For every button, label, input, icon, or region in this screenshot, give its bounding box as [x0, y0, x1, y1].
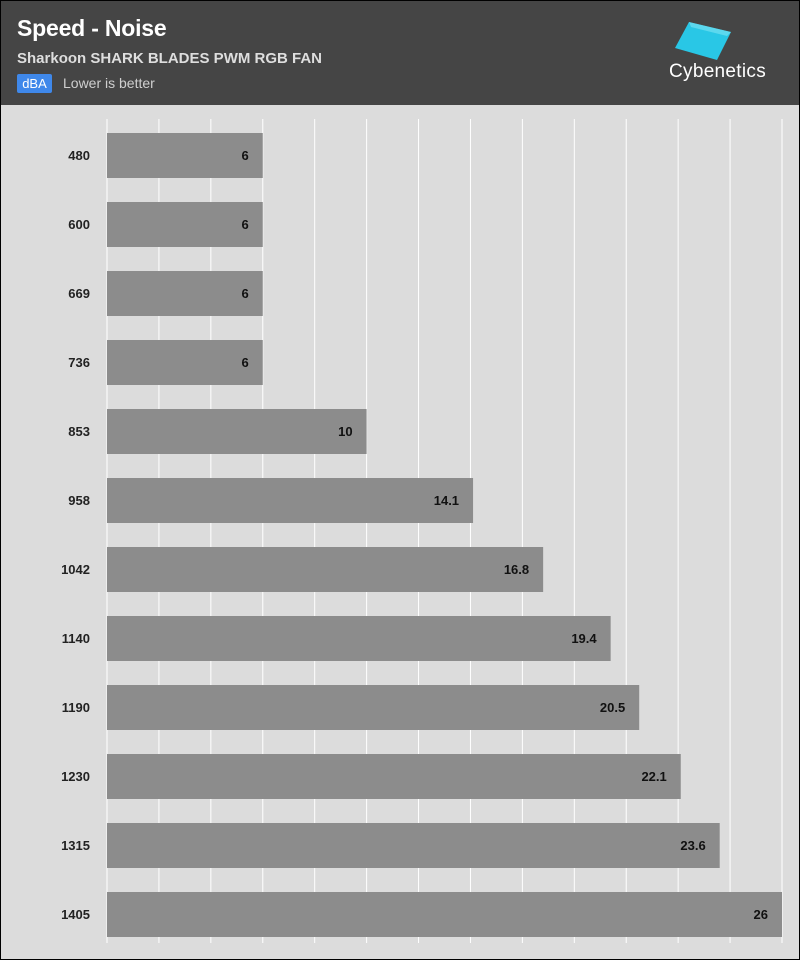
chart-subtitle: Sharkoon SHARK BLADES PWM RGB FAN	[17, 50, 323, 67]
unit-badge: dBA	[17, 74, 52, 93]
bar	[107, 271, 263, 316]
bar-value-label: 23.6	[680, 838, 705, 853]
category-tick-label: 669	[68, 286, 90, 301]
bar-value-label: 10	[338, 424, 352, 439]
bar	[107, 823, 720, 868]
category-tick-label: 1140	[62, 631, 90, 646]
brand-name: Cybenetics	[669, 61, 766, 82]
bar-value-label: 6	[242, 286, 249, 301]
bar-value-label: 20.5	[600, 700, 625, 715]
chart-header: Speed - Noise Sharkoon SHARK BLADES PWM …	[1, 1, 799, 105]
bar	[107, 547, 544, 592]
category-tick-label: 1315	[61, 838, 90, 853]
bar	[107, 478, 474, 523]
category-tick-label: 853	[68, 424, 90, 439]
category-tick-label: 1042	[61, 562, 90, 577]
bar	[107, 616, 611, 661]
category-tick-label: 958	[68, 493, 90, 508]
bar	[107, 409, 367, 454]
category-tick-label: 480	[68, 148, 90, 163]
bar-value-label: 22.1	[641, 769, 666, 784]
bar-value-label: 16.8	[504, 562, 529, 577]
category-tick-label: 736	[68, 355, 90, 370]
category-tick-label: 600	[68, 217, 90, 232]
category-tick-label: 1190	[62, 700, 90, 715]
category-tick-label: 1405	[61, 907, 90, 922]
bar	[107, 892, 782, 937]
bar-value-label: 6	[242, 217, 249, 232]
bar-value-label: 19.4	[571, 631, 597, 646]
bar-value-label: 14.1	[434, 493, 459, 508]
bar	[107, 340, 263, 385]
bar-value-label: 6	[242, 355, 249, 370]
bar-value-label: 26	[754, 907, 768, 922]
cybenetics-logo-icon	[675, 22, 731, 60]
bar	[107, 754, 681, 799]
bar-chart: 6 480 6 600 6 669 6 736 10 853 14.1 958 16.8 1042 19.4…	[61, 119, 783, 943]
bar	[107, 133, 263, 178]
category-tick-label: 1230	[61, 769, 90, 784]
bar-value-label: 6	[242, 148, 249, 163]
chart-title: Speed - Noise	[17, 15, 167, 41]
lower-is-better-note: Lower is better	[63, 75, 155, 91]
bar	[107, 202, 263, 247]
bar	[107, 685, 640, 730]
